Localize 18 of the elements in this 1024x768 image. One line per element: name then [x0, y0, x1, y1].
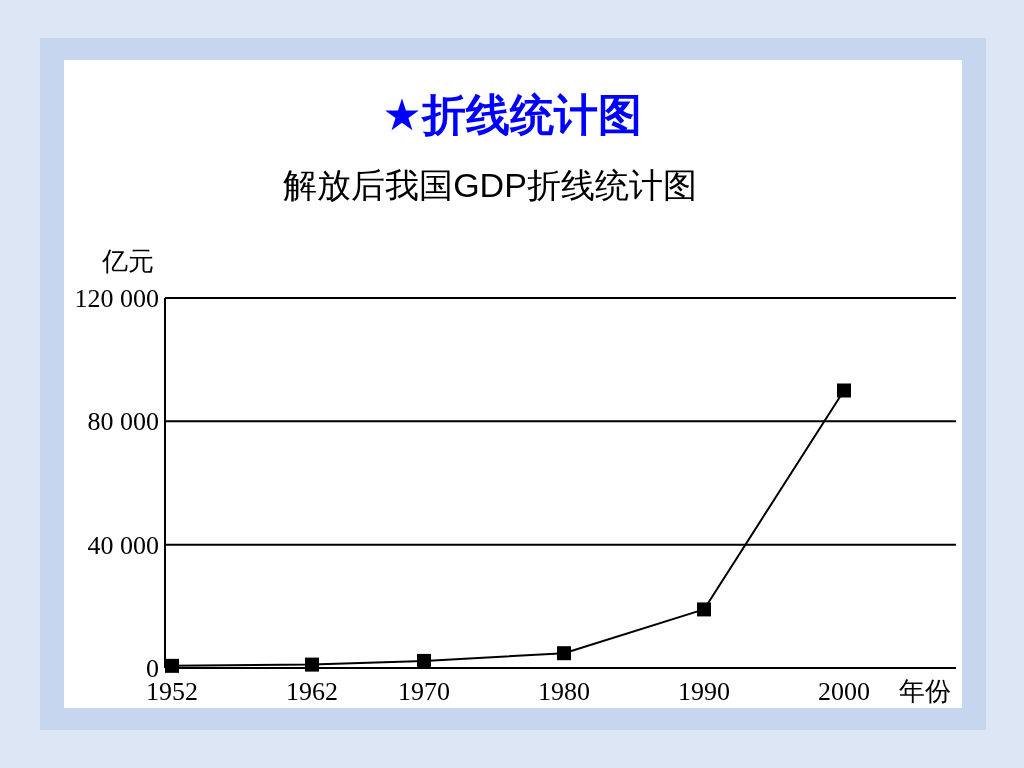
point — [697, 602, 711, 617]
x-tick-label: 1970 — [398, 677, 450, 706]
x-tick-label: 1980 — [538, 677, 590, 706]
chart-subtitle: 解放后我国GDP折线统计图 — [283, 166, 697, 204]
point — [837, 383, 851, 398]
y-axis-title: 亿元 — [101, 247, 154, 276]
x-axis-title: 年份 — [899, 677, 951, 706]
chart-title: ★折线统计图 — [382, 90, 642, 139]
point — [165, 658, 179, 673]
y-tick-label: 40 000 — [87, 530, 159, 560]
x-tick-label: 1962 — [286, 677, 338, 706]
x-tick-label: 1990 — [678, 677, 730, 706]
y-tick-label: 80 000 — [87, 407, 159, 437]
point — [305, 657, 319, 672]
point — [557, 646, 571, 661]
point — [417, 653, 431, 668]
x-tick-label: 2000 — [818, 677, 870, 706]
y-tick-label: 120 000 — [74, 284, 159, 313]
